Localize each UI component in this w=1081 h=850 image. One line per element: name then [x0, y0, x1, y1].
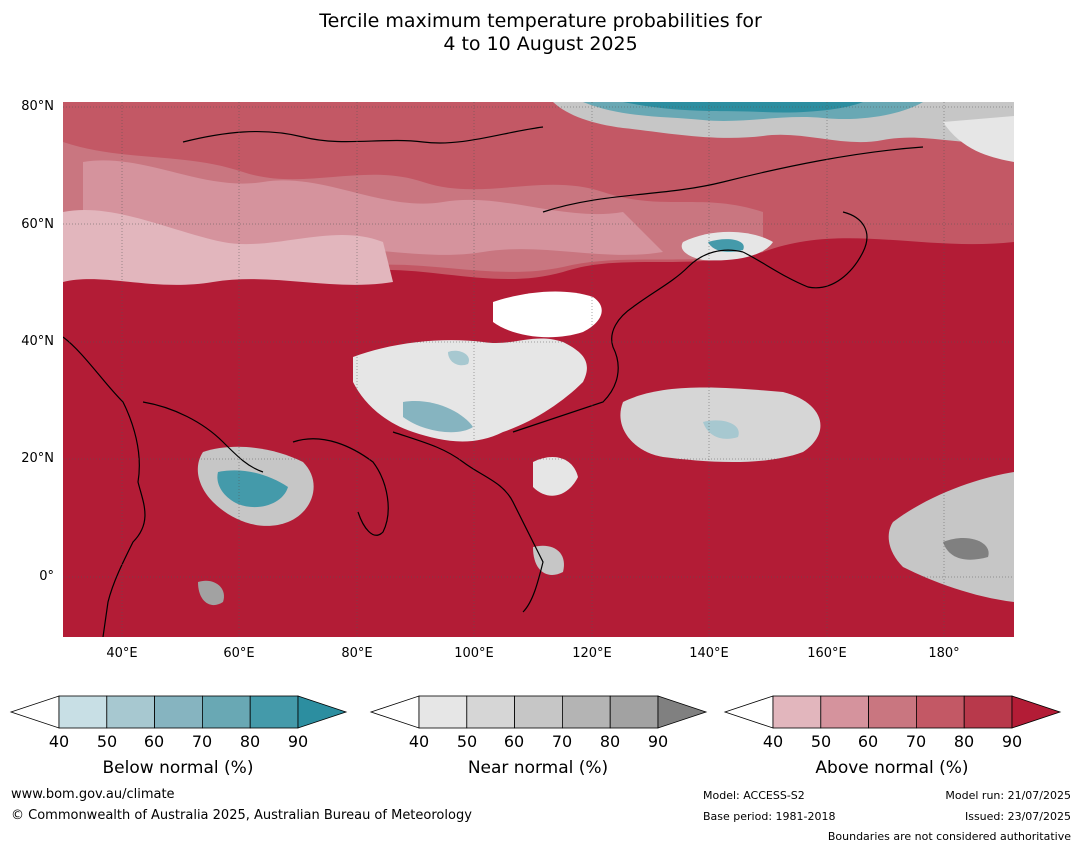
tick: 60 — [503, 732, 525, 751]
model-run-text: Model run: 21/07/2025 — [945, 789, 1071, 802]
colorbar-label: Above normal (%) — [815, 758, 969, 778]
colorbar-segment — [58, 695, 108, 729]
indian-ocean-near — [198, 580, 224, 606]
colorbar-segment — [820, 695, 870, 729]
issued-text: Issued: 23/07/2025 — [964, 810, 1071, 823]
lon-label-80e: 80°E — [341, 646, 373, 661]
east-pacific-near — [888, 472, 1014, 602]
okhotsk-below — [708, 239, 744, 252]
colorbar-segment — [772, 695, 822, 729]
colorbar-segment — [418, 695, 468, 729]
colorbar-segment — [963, 695, 1013, 729]
tick: 90 — [1001, 732, 1023, 751]
lat-label-80n: 80°N — [21, 99, 54, 114]
colorbar-segment — [868, 695, 917, 729]
tick: 60 — [143, 732, 165, 751]
base-period-text: Base period: 1981-2018 — [703, 810, 836, 823]
boundaries-note: Boundaries are not considered authoritat… — [827, 830, 1071, 843]
tick: 60 — [857, 732, 879, 751]
colorbar-min-extension — [9, 695, 60, 729]
graticule — [63, 102, 1014, 637]
colorbar-above-normal: 40 50 60 70 80 90 Above normal (%) — [722, 690, 1062, 790]
title-line-1: Tercile maximum temperature probabilitie… — [319, 10, 762, 32]
colorbar-segment — [915, 695, 965, 729]
tick: 70 — [191, 732, 213, 751]
colorbar-above-graphic — [723, 695, 1062, 729]
map-title: Tercile maximum temperature probabilitie… — [0, 10, 1081, 56]
colorbar-below-normal: 40 50 60 70 80 90 Below normal (%) — [8, 690, 348, 790]
colorbar-segment — [201, 695, 251, 729]
probability-map — [63, 102, 1014, 637]
arctic-below-90 — [623, 102, 863, 113]
colorbar-max-extension — [297, 695, 348, 729]
colorbar-near-normal: 40 50 60 70 80 90 Near normal (%) — [368, 690, 708, 790]
arctic-east-near — [943, 116, 1014, 162]
borneo-near — [533, 545, 564, 575]
coastlines — [63, 126, 924, 637]
tick: 50 — [96, 732, 118, 751]
mongolia-white — [493, 291, 602, 338]
tick: 40 — [408, 732, 430, 751]
website-link[interactable]: www.bom.gov.au/climate — [11, 787, 175, 802]
tick: 80 — [953, 732, 975, 751]
sea-near-normal — [533, 457, 578, 496]
colorbar-segment — [249, 695, 299, 729]
model-text: Model: ACCESS-S2 — [703, 789, 805, 802]
tick: 40 — [48, 732, 70, 751]
colorbar-below-graphic — [9, 695, 348, 729]
tick: 90 — [287, 732, 309, 751]
map-graphic — [63, 102, 1014, 637]
lon-label-140e: 140°E — [689, 646, 729, 661]
colorbar-near-graphic — [369, 695, 708, 729]
colorbar-segment — [466, 695, 516, 729]
lat-label-20n: 20°N — [21, 451, 54, 466]
tick: 80 — [239, 732, 261, 751]
colorbar-segment — [106, 695, 156, 729]
lon-label-160e: 160°E — [807, 646, 847, 661]
colorbar-max-extension — [1011, 695, 1062, 729]
tick: 70 — [905, 732, 927, 751]
lat-label-0: 0° — [39, 569, 54, 584]
lon-label-120e: 120°E — [572, 646, 612, 661]
copyright-text: © Commonwealth of Australia 2025, Austra… — [11, 808, 472, 823]
tick: 80 — [599, 732, 621, 751]
tick: 70 — [551, 732, 573, 751]
title-line-2: 4 to 10 August 2025 — [443, 33, 638, 55]
lon-label-100e: 100°E — [454, 646, 494, 661]
tarim-below — [448, 350, 469, 366]
colorbar-max-extension — [657, 695, 708, 729]
lon-label-180: 180° — [928, 646, 960, 661]
lat-label-60n: 60°N — [21, 217, 54, 232]
tick: 40 — [762, 732, 784, 751]
arabian-sea-below-80 — [217, 470, 288, 508]
colorbar-min-extension — [723, 695, 774, 729]
west-siberia-40 — [63, 209, 393, 285]
north-band-50 — [83, 160, 663, 255]
tick: 50 — [810, 732, 832, 751]
colorbar-label: Near normal (%) — [467, 758, 609, 778]
tick: 50 — [456, 732, 478, 751]
tick: 90 — [647, 732, 669, 751]
east-pacific-near-90 — [943, 537, 989, 560]
colorbar-segment — [514, 695, 563, 729]
colorbar-segment — [609, 695, 659, 729]
west-pacific-below — [703, 420, 739, 439]
colorbar-label: Below normal (%) — [102, 758, 254, 778]
lon-label-60e: 60°E — [223, 646, 255, 661]
lon-label-40e: 40°E — [106, 646, 138, 661]
lat-label-40n: 40°N — [21, 334, 54, 349]
colorbar-segment — [154, 695, 203, 729]
colorbar-min-extension — [369, 695, 420, 729]
colorbar-segment — [561, 695, 611, 729]
himalaya-below — [403, 401, 473, 433]
